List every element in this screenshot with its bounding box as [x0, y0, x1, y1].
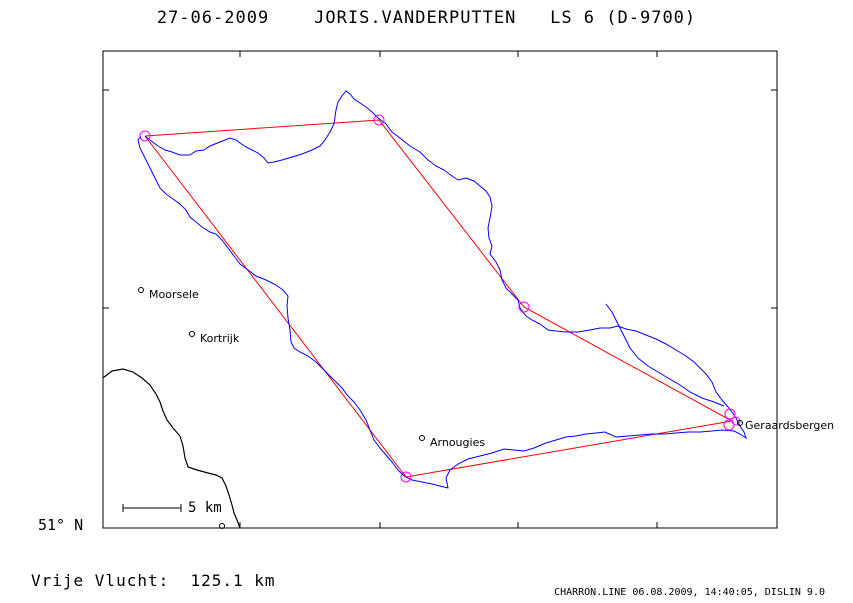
- town-marker: [189, 331, 195, 337]
- scale-label: 5 km: [188, 500, 222, 516]
- axis-ticks: [103, 51, 777, 528]
- turnpoint-marker: [724, 408, 736, 420]
- map-title: 27-06-2009 JORIS.VANDERPUTTEN LS 6 (D-97…: [0, 8, 853, 28]
- border-marker: [219, 523, 225, 529]
- turnpoint-marker: [400, 471, 412, 483]
- flight-track-branch: [605, 303, 725, 407]
- glider-name: LS 6 (D-9700): [550, 8, 697, 28]
- turnpoints: [139, 114, 741, 483]
- flight-date: 27-06-2009: [156, 8, 270, 28]
- town-markers: [138, 287, 743, 441]
- turnpoint-marker: [518, 301, 530, 313]
- place-label-kortrijk: Kortrijk: [200, 332, 240, 345]
- latitude-label: 51° N: [38, 516, 84, 534]
- place-label-moorsele: Moorsele: [149, 288, 199, 301]
- turnpoint-marker: [139, 130, 151, 142]
- turnpoint-marker: [373, 114, 385, 126]
- pilot-name: JORIS.VANDERPUTTEN: [314, 8, 517, 28]
- scale-bar: [122, 504, 182, 512]
- footer-credit: CHARRON.LINE 06.08.2009, 14:40:05, DISLI…: [554, 587, 825, 598]
- place-label-arnougies: Arnougies: [430, 436, 486, 449]
- task-line: [144, 119, 734, 478]
- place-label-geraardsbergen: Geraardsbergen: [745, 419, 835, 432]
- map-frame: [102, 50, 778, 529]
- flight-track: [137, 90, 747, 489]
- distance-label: Vrije Vlucht:: [31, 571, 170, 590]
- distance-readout: Vrije Vlucht: 125.1 km: [31, 571, 276, 590]
- border-line: [102, 368, 241, 529]
- town-marker: [419, 435, 425, 441]
- town-marker: [737, 420, 743, 426]
- distance-value: 125.1 km: [190, 571, 276, 590]
- town-marker: [138, 287, 144, 293]
